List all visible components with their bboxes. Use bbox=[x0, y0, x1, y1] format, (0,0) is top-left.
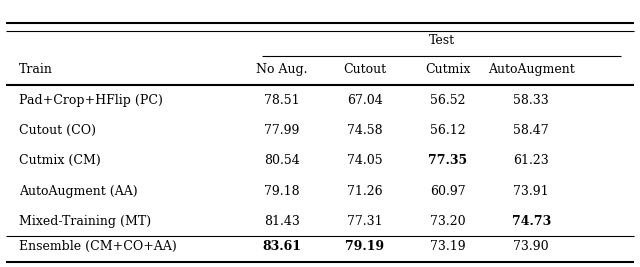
Text: Cutmix: Cutmix bbox=[426, 63, 470, 76]
Text: 77.35: 77.35 bbox=[428, 154, 468, 167]
Text: Pad+Crop+HFlip (PC): Pad+Crop+HFlip (PC) bbox=[19, 94, 163, 107]
Text: 83.61: 83.61 bbox=[262, 240, 301, 253]
Text: 73.19: 73.19 bbox=[430, 240, 466, 253]
Text: 78.51: 78.51 bbox=[264, 94, 300, 107]
Text: 73.91: 73.91 bbox=[513, 184, 549, 198]
Text: 80.54: 80.54 bbox=[264, 154, 300, 167]
Text: 81.43: 81.43 bbox=[264, 215, 300, 228]
Text: 79.19: 79.19 bbox=[345, 240, 385, 253]
Text: 71.26: 71.26 bbox=[347, 184, 383, 198]
Text: 61.23: 61.23 bbox=[513, 154, 549, 167]
Text: Ensemble (CM+CO+AA): Ensemble (CM+CO+AA) bbox=[19, 240, 177, 253]
Text: Cutout (CO): Cutout (CO) bbox=[19, 124, 96, 137]
Text: No Aug.: No Aug. bbox=[256, 63, 307, 76]
Text: Test: Test bbox=[429, 34, 454, 47]
Text: 74.73: 74.73 bbox=[511, 215, 551, 228]
Text: AutoAugment (AA): AutoAugment (AA) bbox=[19, 184, 138, 198]
Text: 73.90: 73.90 bbox=[513, 240, 549, 253]
Text: 58.33: 58.33 bbox=[513, 94, 549, 107]
Text: Cutmix (CM): Cutmix (CM) bbox=[19, 154, 101, 167]
Text: 73.20: 73.20 bbox=[430, 215, 466, 228]
Text: 79.18: 79.18 bbox=[264, 184, 300, 198]
Text: 67.04: 67.04 bbox=[347, 94, 383, 107]
Text: 56.12: 56.12 bbox=[430, 124, 466, 137]
Text: Train: Train bbox=[19, 63, 53, 76]
Text: 60.97: 60.97 bbox=[430, 184, 466, 198]
Text: 77.31: 77.31 bbox=[347, 215, 383, 228]
Text: Mixed-Training (MT): Mixed-Training (MT) bbox=[19, 215, 151, 228]
Text: 74.58: 74.58 bbox=[347, 124, 383, 137]
Text: 56.52: 56.52 bbox=[430, 94, 466, 107]
Text: 74.05: 74.05 bbox=[347, 154, 383, 167]
Text: Cutout: Cutout bbox=[343, 63, 387, 76]
Text: AutoAugment: AutoAugment bbox=[488, 63, 575, 76]
Text: 77.99: 77.99 bbox=[264, 124, 300, 137]
Text: 58.47: 58.47 bbox=[513, 124, 549, 137]
